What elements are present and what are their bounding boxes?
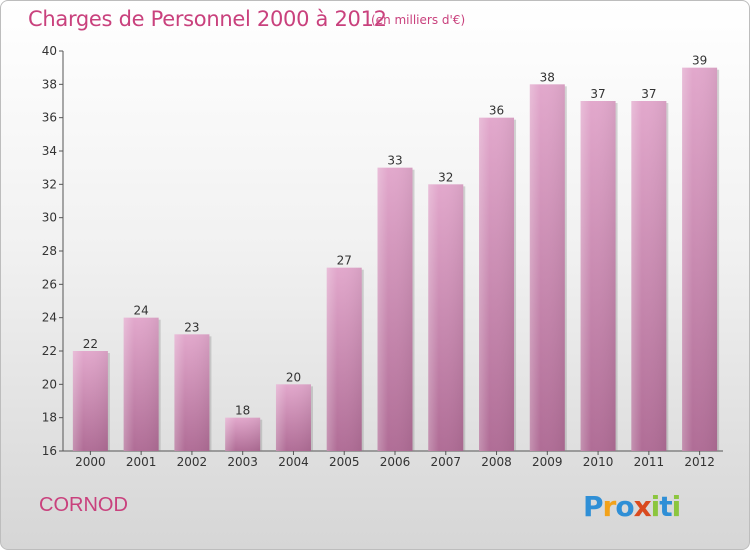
x-tick-label: 2006 [380, 455, 411, 469]
data-label: 32 [438, 170, 453, 184]
bar-shine [580, 101, 616, 451]
x-tick-label: 2001 [126, 455, 157, 469]
y-tick-label: 20 [42, 377, 57, 391]
bar-shine [174, 334, 210, 451]
chart-title: Charges de Personnel 2000 à 2012 [28, 7, 387, 31]
proxiti-logo: Proxiti [583, 490, 681, 523]
y-tick-label: 16 [42, 444, 57, 458]
x-tick-label: 2004 [278, 455, 309, 469]
bars [72, 67, 720, 452]
y-tick-label: 30 [42, 211, 57, 225]
bar-shine [479, 117, 515, 452]
x-tick-label: 2010 [583, 455, 614, 469]
bar-shine [326, 267, 362, 451]
chart-subtitle: (en milliers d'€) [371, 13, 466, 27]
data-label: 36 [489, 104, 504, 118]
data-label: 39 [692, 54, 707, 68]
axes: 16 18 20 22 24 26 28 30 32 34 36 38 40 2000 2001 2002 20… [42, 44, 723, 469]
x-tick-label: 2011 [634, 455, 665, 469]
y-tick-label: 34 [42, 144, 57, 158]
y-tick-label: 38 [42, 77, 57, 91]
x-tick-label: 2008 [481, 455, 512, 469]
bar-shine [72, 351, 108, 451]
y-tick-label: 24 [42, 311, 57, 325]
data-label: 37 [590, 87, 605, 101]
x-tick-label: 2000 [75, 455, 106, 469]
y-tick-label: 22 [42, 344, 57, 358]
data-label: 38 [540, 70, 555, 84]
commune-name: CORNOD [39, 494, 128, 516]
x-tick-label: 2002 [177, 455, 208, 469]
bar-shine [123, 317, 159, 451]
data-label: 23 [184, 320, 199, 334]
y-tick-label: 32 [42, 177, 57, 191]
bar-shine [377, 167, 413, 451]
x-tick-label: 2012 [684, 455, 715, 469]
data-label: 27 [337, 254, 352, 268]
data-label: 37 [641, 87, 656, 101]
data-labels: 22 24 23 18 20 27 33 32 36 38 37 37 39 [83, 54, 708, 418]
data-label: 22 [83, 337, 98, 351]
bar-shine [682, 67, 718, 452]
y-tick-label: 36 [42, 111, 57, 125]
x-tick-label: 2005 [329, 455, 360, 469]
y-tick-label: 28 [42, 244, 57, 258]
bar-shine [631, 101, 667, 451]
x-tick-label: 2003 [227, 455, 258, 469]
data-label: 18 [235, 404, 250, 418]
bar-shine [225, 417, 261, 451]
data-label: 24 [134, 304, 149, 318]
bar-shine [275, 384, 311, 451]
data-label: 33 [387, 154, 402, 168]
bar-shine [529, 84, 565, 451]
y-tick-label: 40 [42, 44, 57, 58]
data-label: 20 [286, 370, 301, 384]
x-tick-label: 2009 [532, 455, 563, 469]
bar-shine [428, 184, 464, 452]
x-tick-label: 2007 [430, 455, 461, 469]
y-tick-label: 18 [42, 411, 57, 425]
y-tick-label: 26 [42, 277, 57, 291]
